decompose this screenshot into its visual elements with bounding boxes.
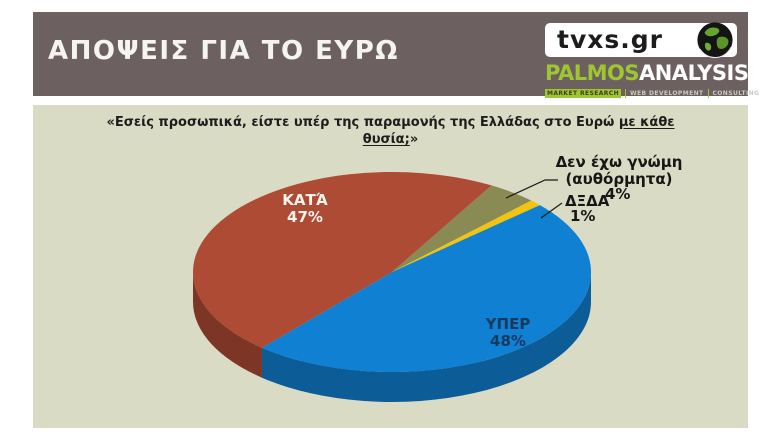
tagline-web-development: WEB DEVELOPMENT (625, 89, 704, 98)
tvxs-logo: tvxs.gr (545, 21, 737, 59)
pie-side-3 (193, 272, 262, 378)
pie-slice-0 (392, 185, 532, 272)
palmos-tagline: MARKET RESEARCH WEB DEVELOPMENT CONSULTI… (545, 89, 759, 98)
tagline-consulting: CONSULTING (707, 89, 760, 98)
palmos-bracket-icon (752, 58, 778, 87)
survey-question: «Εσείς προσωπικά, είστε υπέρ της παραμον… (65, 114, 716, 148)
tagline-market-research: MARKET RESEARCH (545, 89, 621, 98)
chart-panel: «Εσείς προσωπικά, είστε υπέρ της παραμον… (33, 105, 748, 428)
slice-label-no-opinion: Δεν έχω γνώμη (αυθόρμητα) (528, 154, 710, 188)
slice-label-dxda: ΔΞΔΑ (565, 192, 610, 210)
question-underlined-2: θυσία; (362, 132, 410, 147)
slice-label-yper: ΥΠΕΡ 48% (458, 316, 558, 350)
slice-label-no-opinion-line2: (αυθόρμητα) (565, 170, 673, 188)
question-prefix: «Εσείς προσωπικά, είστε υπέρ της παραμον… (106, 115, 619, 130)
leader-line (505, 179, 558, 199)
question-underlined-1: με κάθε (618, 115, 675, 130)
palmos-brand-secondary: ANALYSIS (638, 61, 749, 85)
slice-label-kata: ΚΑΤΆ 47% (255, 192, 355, 226)
palmos-brand-primary: PALMOS (545, 61, 639, 85)
question-suffix: » (409, 132, 419, 147)
slice-label-kata-name: ΚΑΤΆ (282, 191, 328, 209)
tvxs-logo-text: tvxs.gr (557, 25, 663, 54)
slice-label-no-opinion-pct: 4% (605, 185, 631, 203)
slice-label-kata-pct: 47% (287, 208, 323, 226)
pie-slice-1 (392, 200, 540, 272)
palmos-logo: PALMOSANALYSIS MARKET RESEARCH WEB DEVEL… (545, 58, 778, 98)
pie-slice-3 (192, 171, 492, 348)
header-bar: ΑΠΟΨΕΙΣ ΓΙΑ ΤΟ ΕΥΡΩ tvxs.gr PALMOSANALYS… (33, 12, 778, 98)
pie-slice-2 (261, 205, 591, 372)
pie-side-2 (261, 272, 591, 402)
slice-label-no-opinion-line1: Δεν έχω γνώμη (555, 153, 683, 171)
slice-label-dxda-pct: 1% (570, 207, 596, 225)
globe-icon (696, 21, 734, 59)
pie-chart (192, 171, 591, 402)
slice-label-yper-name: ΥΠΕΡ (485, 315, 531, 333)
leader-line (540, 202, 563, 219)
slice-label-yper-pct: 48% (490, 332, 526, 350)
page-title: ΑΠΟΨΕΙΣ ΓΙΑ ΤΟ ΕΥΡΩ (48, 36, 399, 66)
palmos-brand: PALMOSANALYSIS (545, 58, 778, 88)
